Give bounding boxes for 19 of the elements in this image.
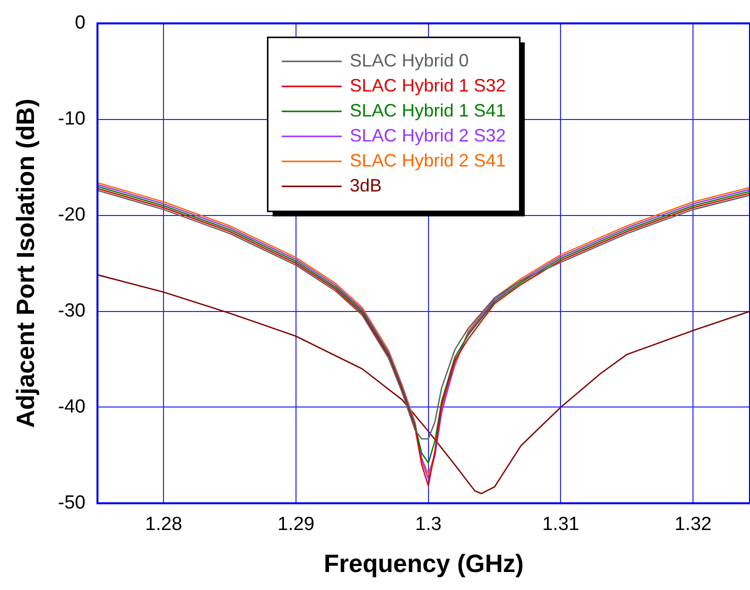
x-tick-label: 1.3 (415, 514, 442, 535)
legend-label: SLAC Hybrid 2 S32 (350, 125, 506, 146)
y-tick-label: -20 (58, 204, 86, 226)
legend-label: SLAC Hybrid 1 S32 (350, 75, 506, 96)
y-tick-label: 0 (74, 12, 86, 34)
y-tick-label: -40 (58, 396, 86, 418)
x-axis-title: Frequency (GHz) (324, 550, 524, 578)
x-tick-label: 1.29 (278, 514, 314, 535)
y-axis-title: Adjacent Port Isolation (dB) (12, 98, 40, 428)
x-tick-label: 1.28 (145, 514, 182, 535)
legend-label: SLAC Hybrid 1 S41 (350, 100, 506, 120)
y-tick-label: -30 (58, 300, 86, 322)
x-tick-label: 1.32 (674, 514, 712, 535)
y-tick-label: -50 (58, 492, 86, 514)
legend-label: SLAC Hybrid 2 S41 (350, 150, 506, 170)
legend-label: 3dB (350, 175, 382, 196)
x-tick-label: 1.31 (542, 514, 580, 535)
y-tick-label: -10 (58, 108, 86, 130)
legend-label: SLAC Hybrid 0 (350, 50, 469, 70)
